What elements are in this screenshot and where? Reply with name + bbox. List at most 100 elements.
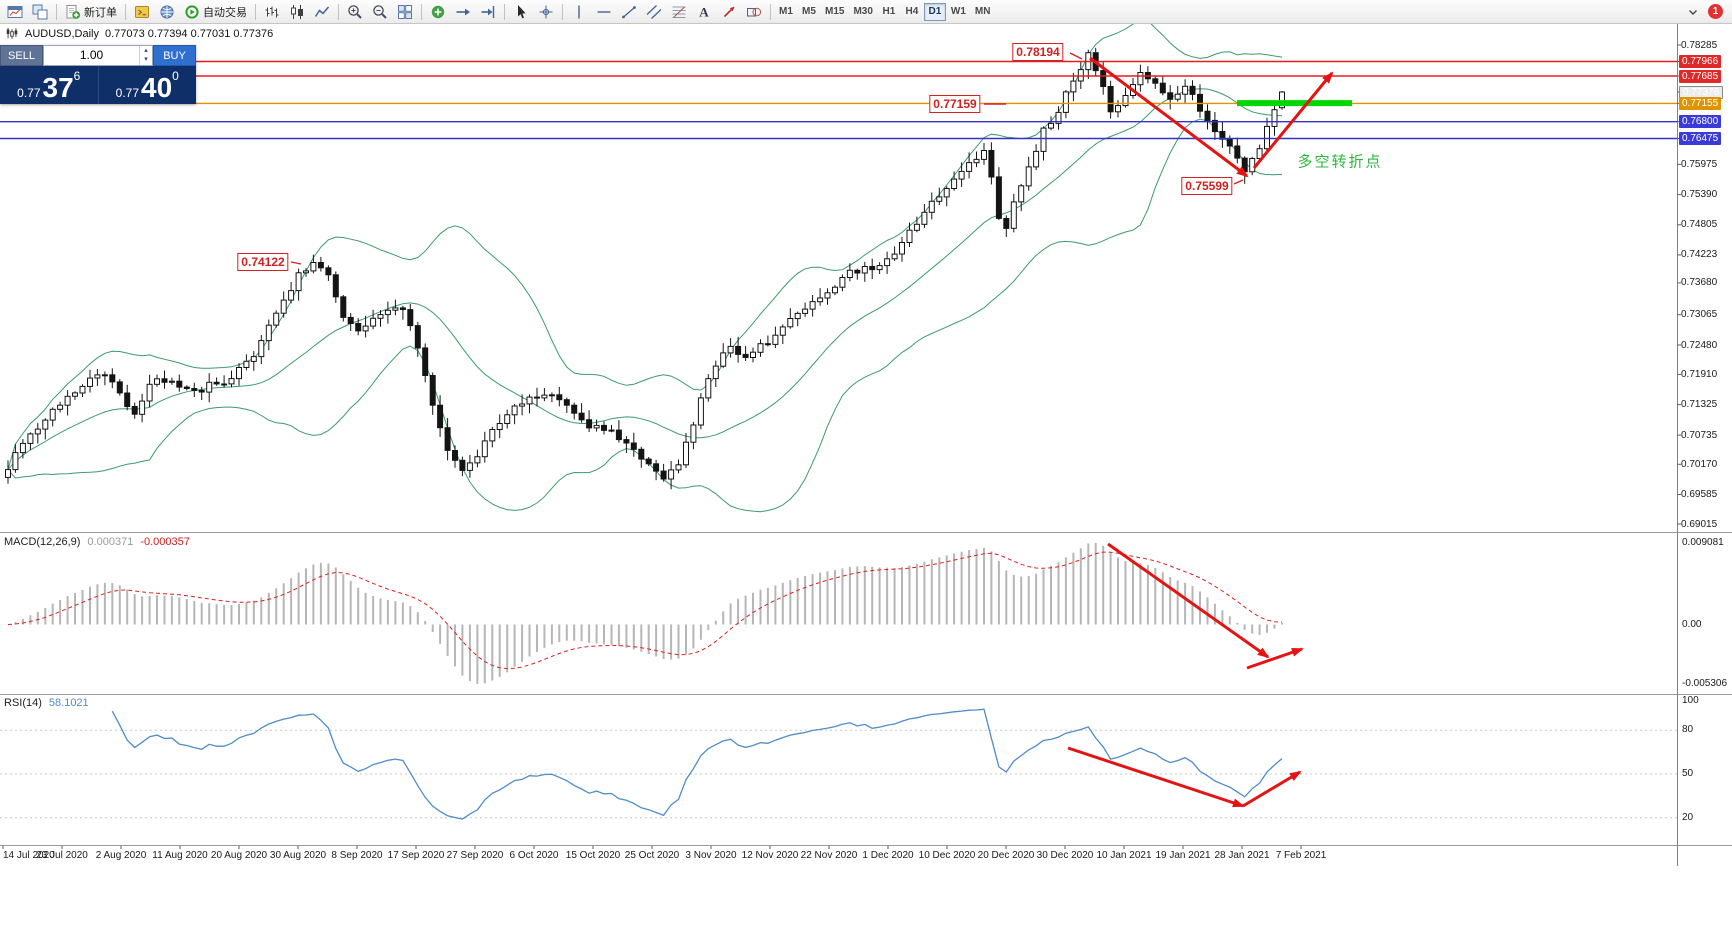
timeframe-m5[interactable]: M5 — [802, 6, 816, 17]
new-order-label: 新订单 — [84, 6, 117, 19]
chart-shift-button[interactable] — [476, 2, 500, 22]
price-tick-label: 0.71910 — [1681, 368, 1718, 380]
metaeditor-button[interactable] — [130, 2, 154, 22]
bid-price-button[interactable]: 0.77 37 6 — [0, 66, 99, 104]
cursor-button[interactable] — [509, 2, 533, 22]
fibonacci-button[interactable] — [667, 2, 691, 22]
lot-value[interactable]: 1.00 — [79, 48, 104, 62]
sell-button[interactable]: SELL — [0, 45, 43, 66]
timeframe-w1[interactable]: W1 — [950, 6, 966, 17]
date-label: 20 Aug 2020 — [210, 850, 268, 861]
toolbar-separator — [562, 3, 563, 20]
auto-scroll-button[interactable] — [451, 2, 475, 22]
toolbar-separator — [421, 3, 422, 20]
bid-small: 0.77 — [17, 86, 41, 100]
shapes-icon — [746, 4, 762, 20]
toolbar: 新订单 自动交易 A M1 M5 M15 M30 H1 H4 D1 W1 MN 1 — [0, 0, 1732, 24]
timeframe-m1[interactable]: M1 — [779, 6, 793, 17]
price-scale[interactable]: 0.78285 0.77966 0.77685 0.77376 0.77155 0.768… — [1679, 24, 1731, 846]
timeframe-d1[interactable]: D1 — [923, 2, 946, 21]
lot-size-field[interactable]: 1.00 ▴ ▾ — [43, 45, 153, 66]
lot-decrease-icon[interactable]: ▾ — [144, 56, 148, 63]
rsi-name: RSI(14) — [4, 697, 42, 709]
candlestick-button[interactable] — [285, 2, 309, 22]
buy-button[interactable]: BUY — [153, 45, 196, 66]
line-chart-button[interactable] — [310, 2, 334, 22]
date-label: 12 Nov 2020 — [741, 850, 799, 861]
trend-arrow[interactable] — [1067, 746, 1245, 808]
toolbar-separator — [125, 3, 126, 20]
arrows-button[interactable] — [717, 2, 741, 22]
ask-price-button[interactable]: 0.77 40 0 — [98, 66, 196, 104]
macd-scale-max: 0.009081 — [1682, 537, 1724, 548]
horizontal-line-button[interactable] — [592, 2, 616, 22]
shapes-button[interactable] — [742, 2, 766, 22]
price-tick-label: 0.70170 — [1681, 458, 1718, 470]
bid-sup: 6 — [73, 69, 81, 83]
symbol-period-label: AUDUSD,Daily — [25, 27, 99, 40]
date-label: 20 Dec 2020 — [977, 850, 1035, 861]
new-chart-button[interactable] — [3, 2, 27, 22]
date-label: 27 Sep 2020 — [446, 850, 504, 861]
price-callout[interactable]: 0.77159 — [929, 95, 981, 113]
timeframe-h4[interactable]: H4 — [905, 6, 919, 17]
ohlc-values: 0.77073 0.77394 0.77031 0.77376 — [104, 27, 274, 40]
trend-arrow[interactable] — [1107, 542, 1270, 659]
toolbar-separator — [255, 3, 256, 20]
notification-badge[interactable]: 1 — [1708, 4, 1723, 19]
price-tick-label: 0.73065 — [1681, 309, 1718, 321]
bid-big: 37 — [42, 72, 74, 103]
price-tag: 0.76800 — [1679, 115, 1722, 129]
rsi-line — [111, 708, 1283, 820]
channel-button[interactable] — [642, 2, 666, 22]
time-axis[interactable]: 14 Jul 2020 23 Jul 2020 2 Aug 2020 11 Aug 2… — [0, 846, 1677, 866]
rsi-value: 58.1021 — [48, 697, 89, 709]
options-icon — [159, 4, 175, 20]
tile-windows-button[interactable] — [393, 2, 417, 22]
ask-small: 0.77 — [115, 86, 139, 100]
toolbar-overflow-icon[interactable] — [1681, 2, 1705, 22]
price-callout[interactable]: 0.74122 — [237, 253, 289, 271]
bar-chart-button[interactable] — [260, 2, 284, 22]
zoom-out-button[interactable] — [368, 2, 392, 22]
timeframe-mn[interactable]: MN — [974, 6, 991, 17]
timeframe-m30[interactable]: M30 — [853, 6, 873, 17]
profiles-button[interactable] — [28, 2, 52, 22]
trend-arrow[interactable] — [1252, 71, 1334, 169]
date-label: 15 Oct 2020 — [565, 850, 621, 861]
timeframe-m15[interactable]: M15 — [825, 6, 845, 17]
timeframe-h1[interactable]: H1 — [882, 6, 896, 17]
price-tick-label: 0.69015 — [1681, 518, 1718, 530]
macd-histogram — [14, 543, 1283, 684]
text-button[interactable]: A — [692, 2, 716, 22]
trend-arrow[interactable] — [1089, 56, 1249, 178]
price-callout[interactable]: 0.75599 — [1181, 177, 1233, 195]
price-tag: 0.76475 — [1679, 132, 1722, 145]
trendline-button[interactable] — [617, 2, 641, 22]
options-button[interactable] — [155, 2, 179, 22]
new-order-button[interactable]: 新订单 — [61, 2, 121, 22]
date-label: 28 Jan 2021 — [1214, 850, 1270, 861]
zoom-in-button[interactable] — [343, 2, 367, 22]
date-label: 8 Sep 2020 — [331, 850, 383, 861]
date-label: 11 Aug 2020 — [152, 850, 208, 861]
date-label: 30 Dec 2020 — [1036, 850, 1094, 861]
date-label: 10 Dec 2020 — [918, 850, 976, 861]
vertical-line-button[interactable] — [567, 2, 591, 22]
crosshair-button[interactable] — [534, 2, 558, 22]
indicators-icon — [430, 4, 446, 20]
ask-sup: 0 — [172, 69, 179, 83]
date-label: 6 Oct 2020 — [509, 850, 559, 861]
price-callout[interactable]: 0.78194 — [1012, 43, 1064, 61]
trend-arrow[interactable] — [1246, 647, 1304, 670]
price-tick-label: 0.69585 — [1681, 489, 1718, 500]
lot-increase-icon[interactable]: ▴ — [144, 47, 148, 54]
indicators-button[interactable] — [426, 2, 450, 22]
one-click-trading-panel: SELL 1.00 ▴ ▾ BUY 0.77 37 6 0.77 40 0 — [0, 45, 196, 104]
price-tick-label: 0.75390 — [1681, 189, 1718, 201]
annotation-text[interactable]: 多空转折点 — [1297, 153, 1383, 171]
trend-arrow[interactable] — [1242, 770, 1302, 808]
autotrade-button[interactable]: 自动交易 — [180, 2, 251, 22]
